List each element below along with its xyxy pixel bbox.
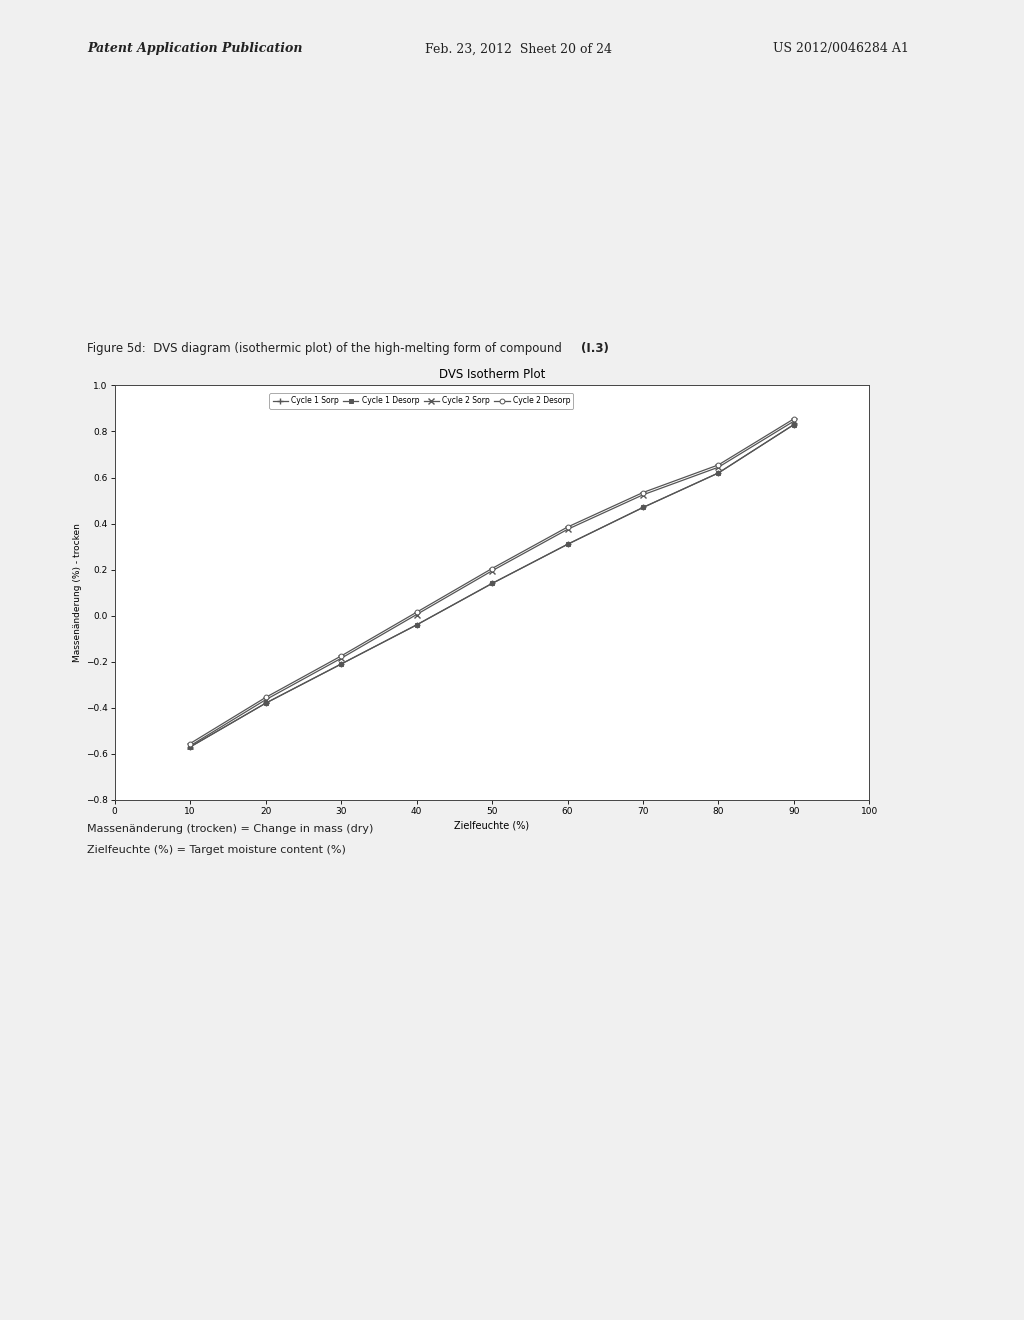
Title: DVS Isotherm Plot: DVS Isotherm Plot [439, 368, 545, 381]
X-axis label: Zielfeuchte (%): Zielfeuchte (%) [455, 820, 529, 830]
Text: Figure 5d:  DVS diagram (isothermic plot) of the high-melting form of compound: Figure 5d: DVS diagram (isothermic plot)… [87, 342, 565, 355]
Text: Zielfeuchte (%) = Target moisture content (%): Zielfeuchte (%) = Target moisture conten… [87, 845, 346, 855]
Text: US 2012/0046284 A1: US 2012/0046284 A1 [773, 42, 909, 55]
Text: Patent Application Publication: Patent Application Publication [87, 42, 302, 55]
Y-axis label: Massenänderung (%) - trocken: Massenänderung (%) - trocken [73, 523, 82, 663]
Text: Feb. 23, 2012  Sheet 20 of 24: Feb. 23, 2012 Sheet 20 of 24 [425, 42, 612, 55]
Text: (I.3): (I.3) [581, 342, 608, 355]
Legend: Cycle 1 Sorp, Cycle 1 Desorp, Cycle 2 Sorp, Cycle 2 Desorp: Cycle 1 Sorp, Cycle 1 Desorp, Cycle 2 So… [269, 393, 573, 408]
Text: Massenänderung (trocken) = Change in mass (dry): Massenänderung (trocken) = Change in mas… [87, 824, 374, 834]
